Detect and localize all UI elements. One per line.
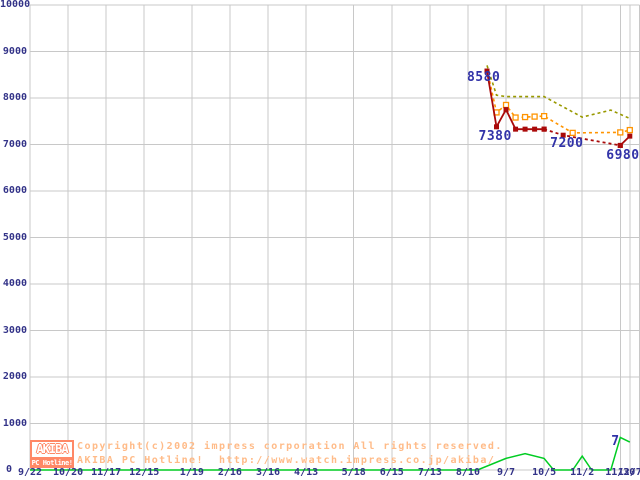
akiba-logo: AKIBA PC Hotline!: [30, 440, 74, 468]
average-price-marker: [626, 126, 633, 134]
lowest-price-line: [619, 135, 631, 147]
average-price-marker: [540, 112, 548, 120]
x-tick-label: 12/15: [129, 467, 160, 478]
y-tick-label: 4000: [2, 278, 27, 289]
lowest-price-marker: [503, 107, 509, 113]
akiba-logo-title: AKIBA: [30, 440, 74, 459]
x-tick-label: 3/16: [255, 467, 281, 478]
average-price-marker: [531, 113, 538, 120]
y-tick-label: 8000: [2, 92, 27, 103]
y-tick-label: 0: [5, 464, 12, 475]
y-tick-label: 6000: [2, 185, 27, 196]
lowest-price-marker: [522, 126, 528, 132]
y-tick-label: 2000: [2, 371, 27, 382]
price-annotation: 7380: [478, 128, 512, 144]
x-tick-label: 10/5: [532, 467, 557, 478]
average-price-marker: [569, 129, 576, 137]
x-tick-label: 2/16: [217, 467, 242, 478]
lowest-price-marker: [627, 133, 633, 139]
y-tick-label: 9000: [2, 45, 27, 57]
x-tick-label: 10/20: [53, 467, 84, 478]
x-tick-label: 6/15: [379, 467, 404, 478]
price-annotation: 7: [611, 434, 620, 450]
average-price-marker: [502, 101, 510, 109]
x-tick-label: 11/17: [91, 467, 122, 478]
average-price-line: [486, 69, 630, 134]
y-tick-label: 3000: [2, 324, 27, 336]
average-price-marker: [521, 113, 529, 121]
price-annotation: 7200: [550, 136, 584, 152]
watermark-copyright: Copyright(c)2002 impress corporation All…: [77, 441, 503, 452]
highest-price-line: [486, 65, 631, 120]
y-tick-label: 1000: [2, 417, 27, 429]
lowest-price-marker: [532, 126, 538, 132]
x-tick-label: 8/10: [455, 467, 480, 478]
x-tick-label: 4/13: [294, 467, 319, 478]
lowest-price-marker: [617, 142, 623, 148]
x-tick-label: 12/7: [617, 467, 640, 478]
average-price-marker: [512, 114, 519, 121]
x-tick-label: 11/2: [570, 467, 595, 478]
x-tick-label: 11/30: [605, 467, 636, 478]
x-tick-label: 5/18: [341, 467, 366, 478]
y-tick-label: 10000: [0, 0, 31, 10]
lowest-price-marker: [617, 142, 623, 148]
x-tick-label: 9/22: [17, 467, 43, 478]
average-price-marker: [493, 109, 500, 116]
average-price-marker: [617, 129, 624, 136]
lowest-price-marker: [541, 126, 547, 132]
lowest-price-marker: [513, 126, 519, 132]
price-annotation: 8580: [466, 70, 501, 86]
x-tick-label: 7/13: [417, 467, 442, 478]
x-tick-label: 9/7: [497, 467, 516, 478]
watermark-url: AKIBA PC Hotline! http://www.watch.impre…: [77, 455, 496, 466]
lowest-price-marker: [541, 126, 547, 132]
y-tick-label: 7000: [2, 138, 27, 150]
y-tick-label: 5000: [2, 231, 27, 243]
x-tick-label: 1/19: [179, 467, 204, 478]
price-annotation: 6980: [606, 148, 640, 164]
